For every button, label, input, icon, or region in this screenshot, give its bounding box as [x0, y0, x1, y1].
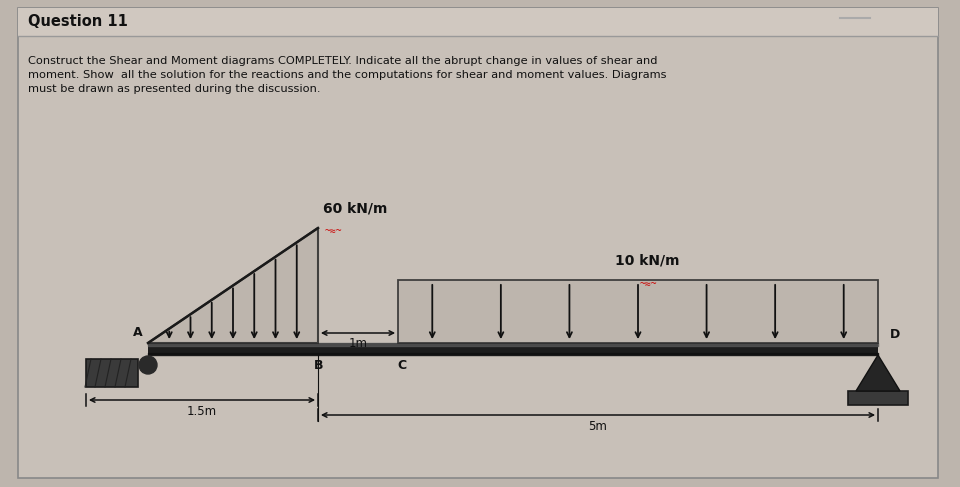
Bar [398, 280, 878, 343]
Polygon shape [856, 355, 900, 391]
Circle shape [139, 356, 157, 374]
Text: Question 11: Question 11 [28, 15, 128, 30]
Text: D: D [890, 328, 900, 341]
Text: 1m: 1m [348, 337, 368, 350]
Bar [18, 8, 938, 36]
Text: must be drawn as presented during the discussion.: must be drawn as presented during the di… [28, 84, 321, 94]
Text: Construct the Shear and Moment diagrams COMPLETELY. Indicate all the abrupt chan: Construct the Shear and Moment diagrams … [28, 56, 658, 66]
Text: ~≈~: ~≈~ [325, 226, 343, 236]
Polygon shape [148, 228, 318, 343]
Text: 1.5m: 1.5m [187, 405, 217, 418]
Text: 60 kN/m: 60 kN/m [323, 202, 388, 216]
Text: 5m: 5m [588, 420, 608, 433]
Text: 10 kN/m: 10 kN/m [615, 254, 680, 268]
Text: ~≈~: ~≈~ [639, 279, 658, 289]
Bar [148, 343, 878, 355]
Bar [848, 391, 908, 405]
Text: C: C [397, 359, 407, 372]
Text: moment. Show  all the solution for the reactions and the computations for shear : moment. Show all the solution for the re… [28, 70, 666, 80]
Bar [86, 359, 138, 387]
Text: B: B [314, 359, 324, 372]
Text: A: A [133, 326, 143, 339]
